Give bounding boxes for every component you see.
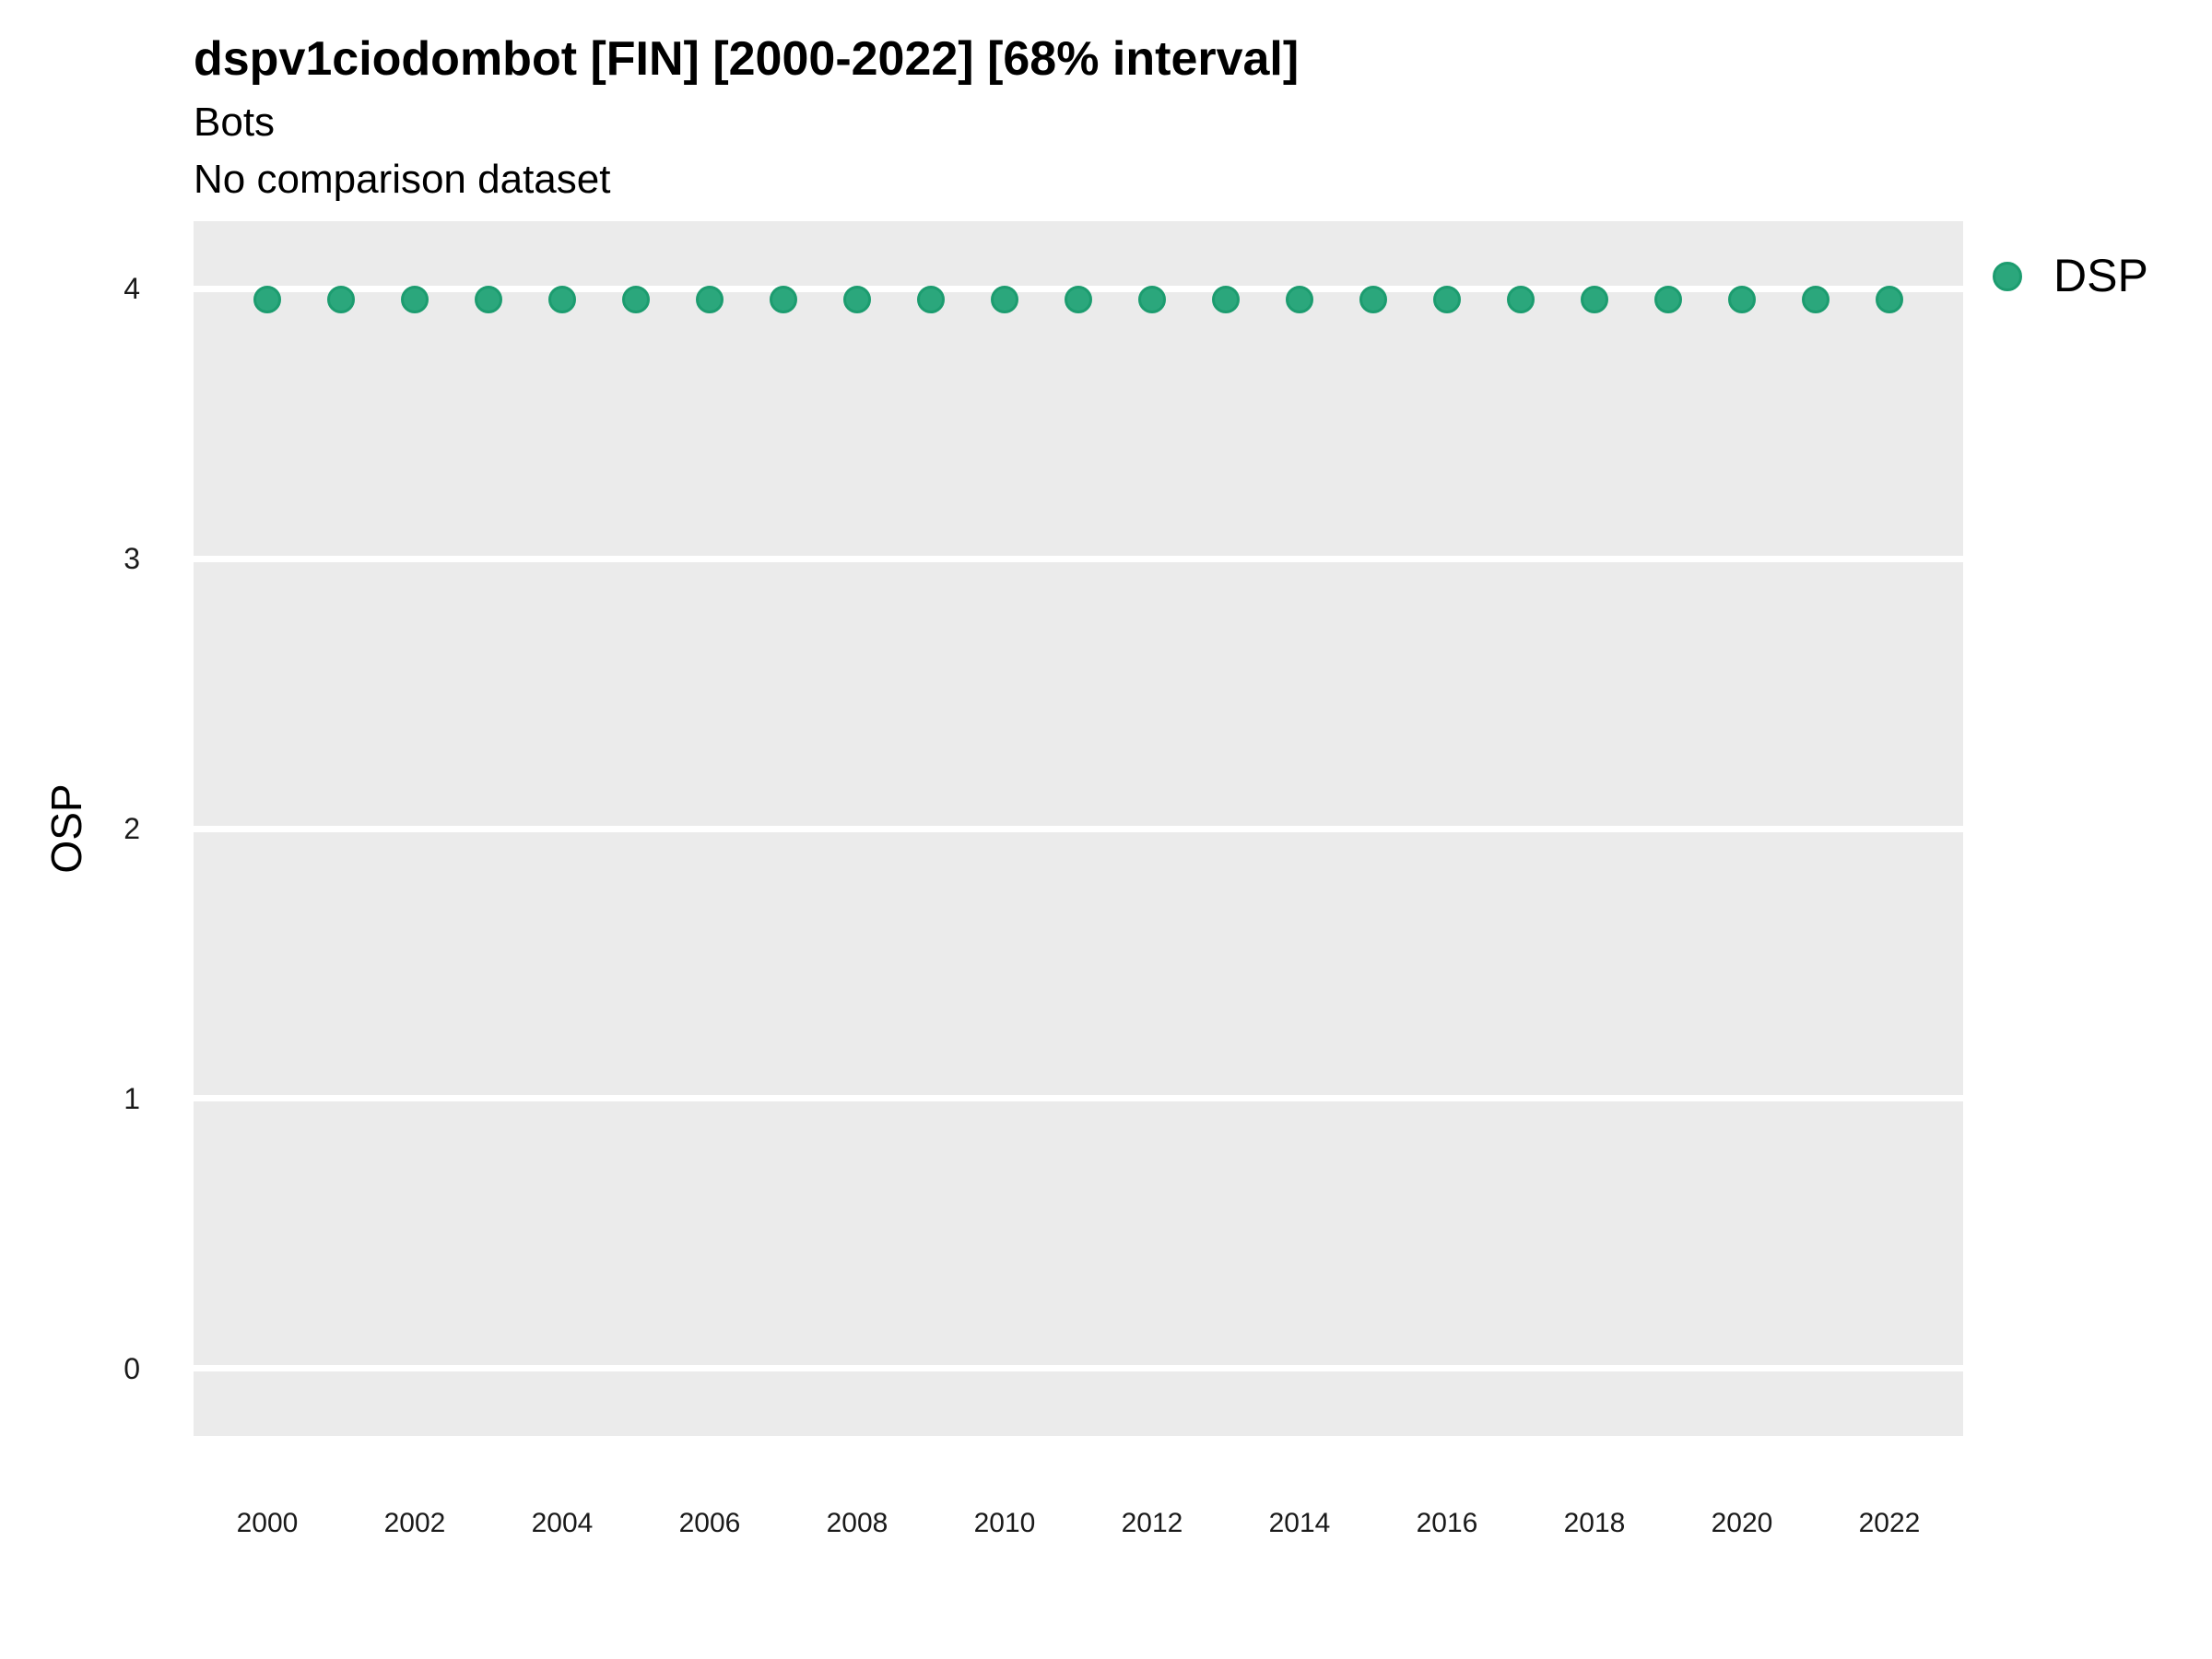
y-tick-label: 2 bbox=[124, 812, 140, 845]
data-point bbox=[1802, 285, 1830, 313]
y-tick-label: 3 bbox=[124, 542, 140, 576]
x-tick-label: 2012 bbox=[1121, 1508, 1183, 1538]
data-point bbox=[1581, 285, 1608, 313]
data-point bbox=[843, 285, 871, 313]
data-point bbox=[696, 285, 724, 313]
x-tick-label: 2000 bbox=[236, 1508, 299, 1538]
data-point bbox=[622, 285, 650, 313]
data-point bbox=[253, 285, 281, 313]
y-gridline bbox=[194, 1365, 1963, 1372]
x-tick-label: 2018 bbox=[1563, 1508, 1626, 1538]
data-point bbox=[1876, 285, 1903, 313]
data-point bbox=[1212, 285, 1240, 313]
data-point bbox=[991, 285, 1018, 313]
data-point bbox=[1433, 285, 1461, 313]
x-tick-label: 2002 bbox=[383, 1508, 446, 1538]
data-point bbox=[1507, 285, 1535, 313]
y-tick-label: 4 bbox=[124, 272, 140, 306]
chart-note: No comparison dataset bbox=[194, 157, 611, 202]
y-gridline bbox=[194, 555, 1963, 562]
legend-label-dsp: DSP bbox=[2053, 249, 2148, 301]
data-point bbox=[1728, 285, 1756, 313]
x-tick-label: 2022 bbox=[1858, 1508, 1921, 1538]
data-point bbox=[770, 285, 797, 313]
chart-subtitle: Bots bbox=[194, 100, 276, 145]
data-point bbox=[1138, 285, 1166, 313]
legend-marker-dsp bbox=[1993, 262, 2022, 291]
data-point bbox=[1359, 285, 1387, 313]
data-point bbox=[1286, 285, 1313, 313]
x-tick-label: 2020 bbox=[1711, 1508, 1773, 1538]
data-point bbox=[327, 285, 355, 313]
y-gridline bbox=[194, 825, 1963, 832]
x-tick-label: 2014 bbox=[1268, 1508, 1331, 1538]
y-tick-label: 1 bbox=[124, 1081, 140, 1115]
data-point bbox=[548, 285, 576, 313]
y-tick-label: 0 bbox=[124, 1351, 140, 1385]
y-gridline bbox=[194, 1095, 1963, 1102]
plot-panel bbox=[194, 221, 1963, 1436]
x-tick-label: 2010 bbox=[973, 1508, 1036, 1538]
x-tick-label: 2006 bbox=[678, 1508, 741, 1538]
data-point bbox=[401, 285, 429, 313]
data-point bbox=[475, 285, 502, 313]
data-point bbox=[1654, 285, 1682, 313]
x-tick-label: 2008 bbox=[826, 1508, 888, 1538]
data-point bbox=[917, 285, 945, 313]
chart-title: dspv1ciodombot [FIN] [2000-2022] [68% in… bbox=[194, 32, 1300, 86]
x-tick-label: 2004 bbox=[531, 1508, 594, 1538]
data-point bbox=[1065, 285, 1092, 313]
x-tick-label: 2016 bbox=[1416, 1508, 1478, 1538]
